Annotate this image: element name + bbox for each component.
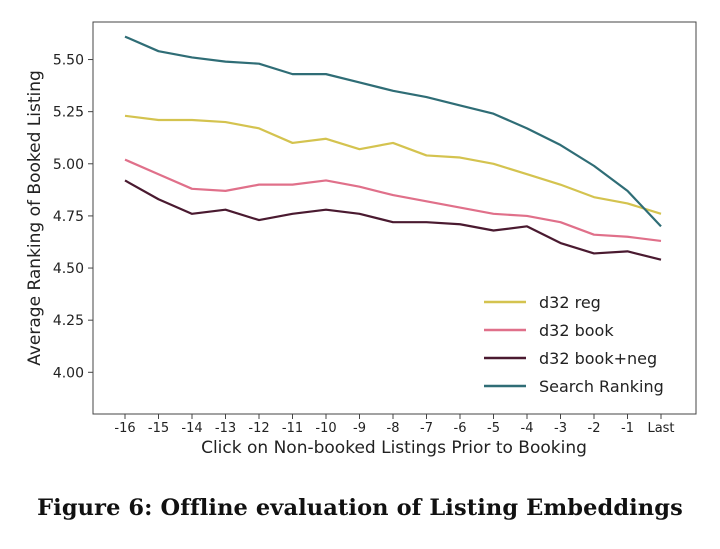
plot-frame xyxy=(92,21,697,415)
series-line-2 xyxy=(124,179,662,261)
series-line-0 xyxy=(124,114,662,215)
x-tick-label: -2 xyxy=(588,421,601,436)
x-tick-label: Last xyxy=(647,421,674,436)
x-axis-title: Click on Non-booked Listings Prior to Bo… xyxy=(201,438,587,458)
series-lines xyxy=(124,35,662,261)
x-tick-label: -6 xyxy=(454,421,467,436)
y-tick-label: 4.50 xyxy=(53,261,84,277)
x-axis: -16 -15 -14 -13 -12 -11 -10 -9 -8 -7 -6 -5 -4 -3 -2 -1 L… xyxy=(114,414,675,436)
y-tick-label: 5.25 xyxy=(53,105,84,121)
x-tick-label: -13 xyxy=(215,421,236,436)
legend: d32 reg d32 book d32 book+neg Search Rankin… xyxy=(484,293,664,396)
series-line-3 xyxy=(124,35,662,228)
x-tick-label: -4 xyxy=(521,421,534,436)
x-tick-label: -1 xyxy=(621,421,634,436)
legend-label: d32 book+neg xyxy=(539,349,657,368)
x-tick-label: -10 xyxy=(315,421,336,436)
x-tick-label: -11 xyxy=(282,421,303,436)
x-tick-label: -15 xyxy=(148,421,169,436)
x-tick-label: -5 xyxy=(487,421,500,436)
legend-label: Search Ranking xyxy=(539,377,664,396)
figure-caption: Figure 6: Offline evaluation of Listing … xyxy=(37,495,683,521)
x-tick-label: -9 xyxy=(353,421,366,436)
y-axis-title: Average Ranking of Booked Listing xyxy=(25,70,45,366)
legend-label: d32 book xyxy=(539,321,614,340)
y-tick-label: 5.50 xyxy=(53,53,84,69)
x-tick-label: -8 xyxy=(387,421,400,436)
x-tick-label: -14 xyxy=(181,421,202,436)
series-line-1 xyxy=(124,158,662,243)
y-tick-label: 4.00 xyxy=(53,365,84,381)
x-tick-label: -3 xyxy=(554,421,567,436)
x-tick-label: -12 xyxy=(248,421,269,436)
y-tick-label: 5.00 xyxy=(53,157,84,173)
y-axis: 4.00 4.25 4.50 4.75 5.00 5.25 5.50 xyxy=(53,53,93,381)
legend-label: d32 reg xyxy=(539,293,601,312)
x-tick-label: -16 xyxy=(114,421,135,436)
y-tick-label: 4.75 xyxy=(53,209,84,225)
x-tick-label: -7 xyxy=(420,421,433,436)
y-tick-label: 4.25 xyxy=(53,313,84,329)
